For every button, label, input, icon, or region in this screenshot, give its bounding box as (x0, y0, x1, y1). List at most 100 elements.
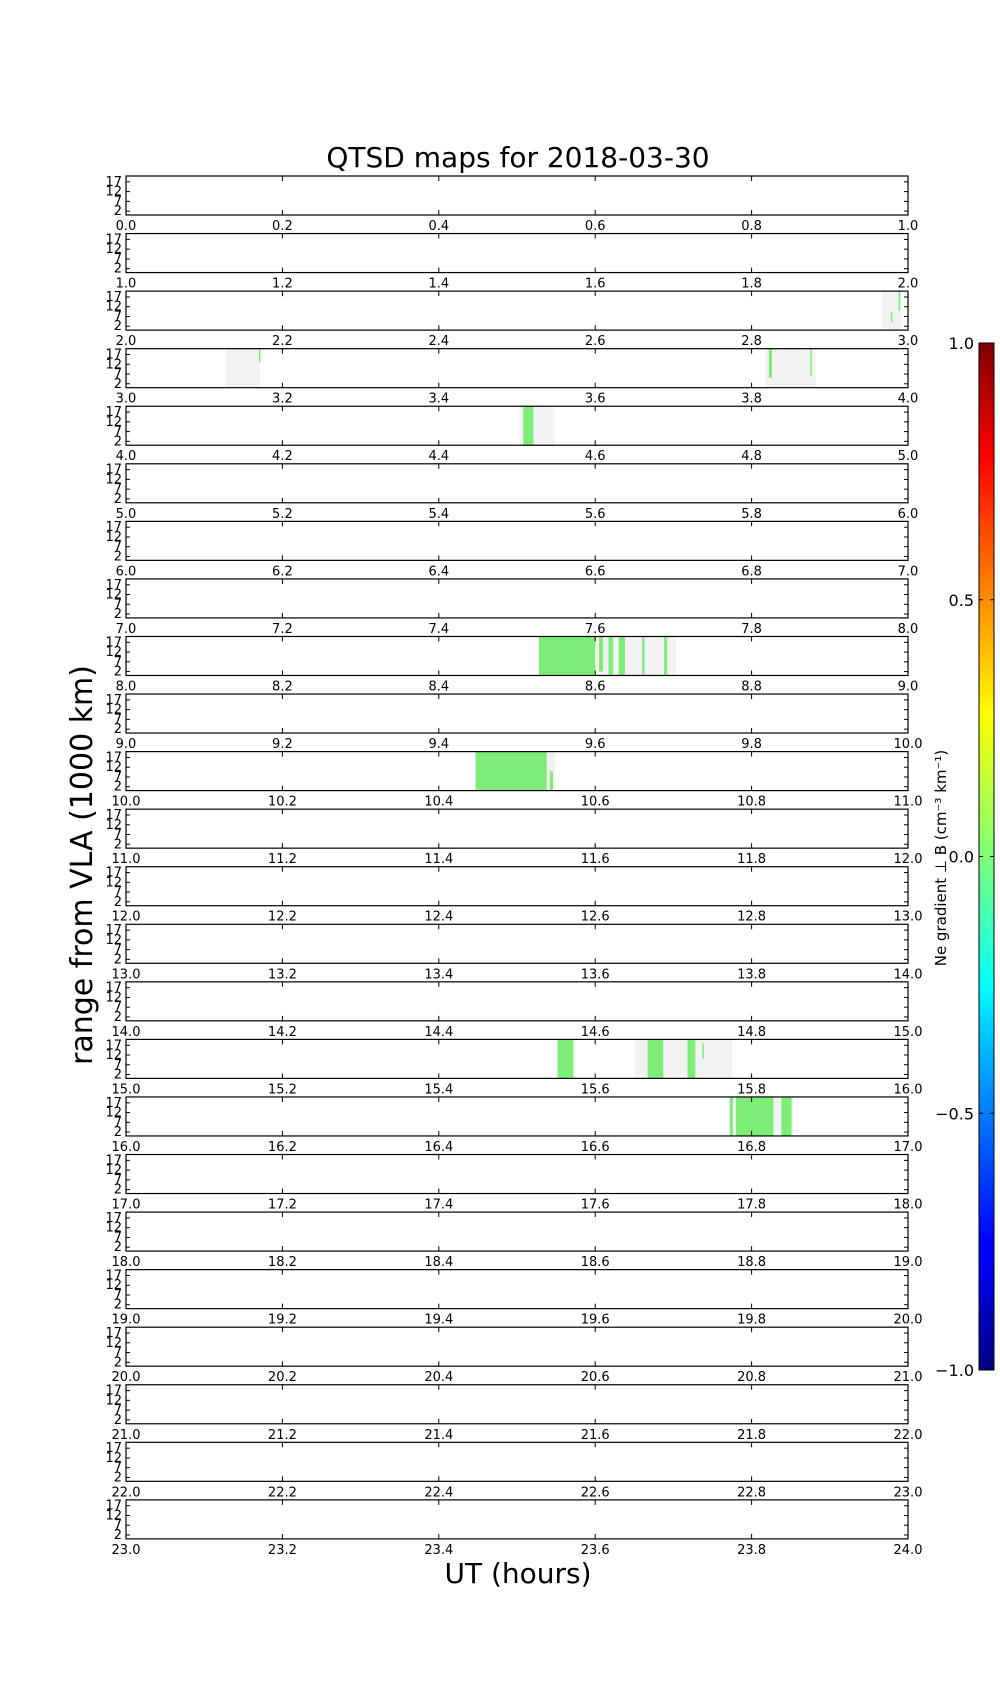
panel-frame (125, 635, 909, 677)
y-tick-label: 17 (105, 1153, 122, 1168)
x-tick-label: 7.0 (116, 622, 137, 637)
x-tick-label: 6.4 (428, 564, 449, 579)
x-tick-label: 12.0 (894, 852, 923, 867)
panel-frame (125, 1384, 909, 1425)
gradient-cell (608, 636, 614, 676)
gradient-cell (642, 636, 645, 676)
x-tick-label: 4.6 (585, 449, 606, 464)
y-tick-label: 12 (105, 415, 122, 430)
y-tick-label: 17 (105, 348, 122, 363)
y-tick-label: 12 (105, 818, 122, 833)
x-tick-label: 1.6 (585, 277, 606, 292)
y-tick-label: 7 (114, 1173, 122, 1188)
x-tick-label: 22.0 (894, 1428, 923, 1443)
y-tick-label: 2 (114, 1298, 122, 1313)
x-tick-label: 4.2 (272, 449, 293, 464)
y-tick-label: 7 (114, 367, 122, 382)
x-tick-label: 13.4 (424, 967, 453, 982)
x-tick-label: 3.0 (898, 334, 919, 349)
panel-frame (125, 463, 909, 504)
colorbar: 1.0 0.5 0.0 −0.5 −1.0 Ne gradient ⊥ B (cm⁻³ … (932, 334, 995, 1380)
panel-frame (125, 923, 909, 964)
y-tick-label: 12 (105, 1336, 122, 1351)
y-tick-label: 7 (114, 770, 122, 785)
panel-frame (125, 578, 909, 619)
x-tick-label: 22.0 (112, 1485, 141, 1500)
x-tick-label: 11.2 (268, 852, 297, 867)
x-tick-label: 7.6 (585, 622, 606, 637)
y-tick-label: 7 (114, 1518, 122, 1533)
x-tick-label: 0.4 (428, 219, 449, 234)
y-tick-label: 7 (114, 1403, 122, 1418)
x-tick-label: 21.0 (894, 1370, 923, 1385)
gradient-cell (647, 1039, 664, 1079)
x-tick-label: 14.6 (581, 1025, 610, 1040)
x-tick-label: 22.8 (737, 1485, 766, 1500)
x-tick-label: 5.0 (898, 449, 919, 464)
x-tick-label: 6.0 (116, 564, 137, 579)
panel-frame (125, 348, 909, 389)
y-tick-label: 12 (105, 875, 122, 890)
panel-frame (125, 1441, 909, 1482)
y-tick-label: 2 (114, 262, 122, 277)
y-tick-label: 17 (105, 232, 122, 247)
gradient-cell (549, 771, 553, 791)
x-tick-label: 6.2 (272, 564, 293, 579)
y-axis-label: range from VLA (1000 km) (65, 665, 100, 1065)
x-tick-label: 21.2 (268, 1428, 297, 1443)
x-tick-label: 15.2 (268, 1082, 297, 1097)
x-tick-label: 6.8 (741, 564, 762, 579)
x-tick-label: 4.4 (428, 449, 449, 464)
x-tick-label: 20.8 (737, 1370, 766, 1385)
x-tick-label: 0.0 (116, 219, 137, 234)
x-tick-label: 11.0 (894, 795, 923, 810)
panel-frame (125, 693, 909, 734)
x-tick-label: 13.0 (112, 967, 141, 982)
x-tick-label: 23.4 (424, 1543, 453, 1558)
x-tick-label: 13.2 (268, 967, 297, 982)
y-tick-label: 7 (114, 1230, 122, 1245)
gradient-cell (557, 1039, 574, 1079)
x-tick-label: 15.8 (737, 1082, 766, 1097)
gradient-cell (898, 291, 901, 311)
x-tick-label: 16.0 (112, 1140, 141, 1155)
x-tick-label: 9.2 (272, 737, 293, 752)
x-tick-label: 21.6 (581, 1428, 610, 1443)
y-tick-label: 7 (114, 655, 122, 670)
x-tick-label: 10.6 (581, 795, 610, 810)
x-tick-label: 17.0 (894, 1140, 923, 1155)
y-tick-label: 17 (105, 1326, 122, 1341)
y-tick-label: 2 (114, 665, 122, 680)
x-tick-label: 3.2 (272, 392, 293, 407)
y-tick-label: 2 (114, 1470, 122, 1485)
y-tick-label: 2 (114, 952, 122, 967)
x-tick-label: 14.8 (737, 1025, 766, 1040)
x-tick-label: 12.0 (112, 910, 141, 925)
y-tick-label: 17 (105, 405, 122, 420)
x-tick-label: 1.0 (116, 277, 137, 292)
x-tick-label: 2.8 (741, 334, 762, 349)
x-tick-label: 18.0 (112, 1255, 141, 1270)
x-tick-label: 5.4 (428, 507, 449, 522)
y-tick-label: 7 (114, 1000, 122, 1015)
x-tick-label: 6.6 (585, 564, 606, 579)
x-tick-label: 8.4 (428, 679, 449, 694)
y-tick-label: 7 (114, 1346, 122, 1361)
y-tick-label: 12 (105, 1106, 122, 1121)
y-tick-label: 17 (105, 175, 122, 190)
y-tick-label: 7 (114, 828, 122, 843)
y-tick-label: 12 (105, 933, 122, 948)
panel-frame (125, 1153, 909, 1195)
panel-frame (125, 232, 909, 274)
x-tick-label: 12.4 (424, 910, 453, 925)
colorbar-label: Ne gradient ⊥ B (cm⁻³ km⁻¹) (932, 750, 950, 967)
x-tick-label: 10.0 (112, 795, 141, 810)
y-tick-label: 2 (114, 1068, 122, 1083)
